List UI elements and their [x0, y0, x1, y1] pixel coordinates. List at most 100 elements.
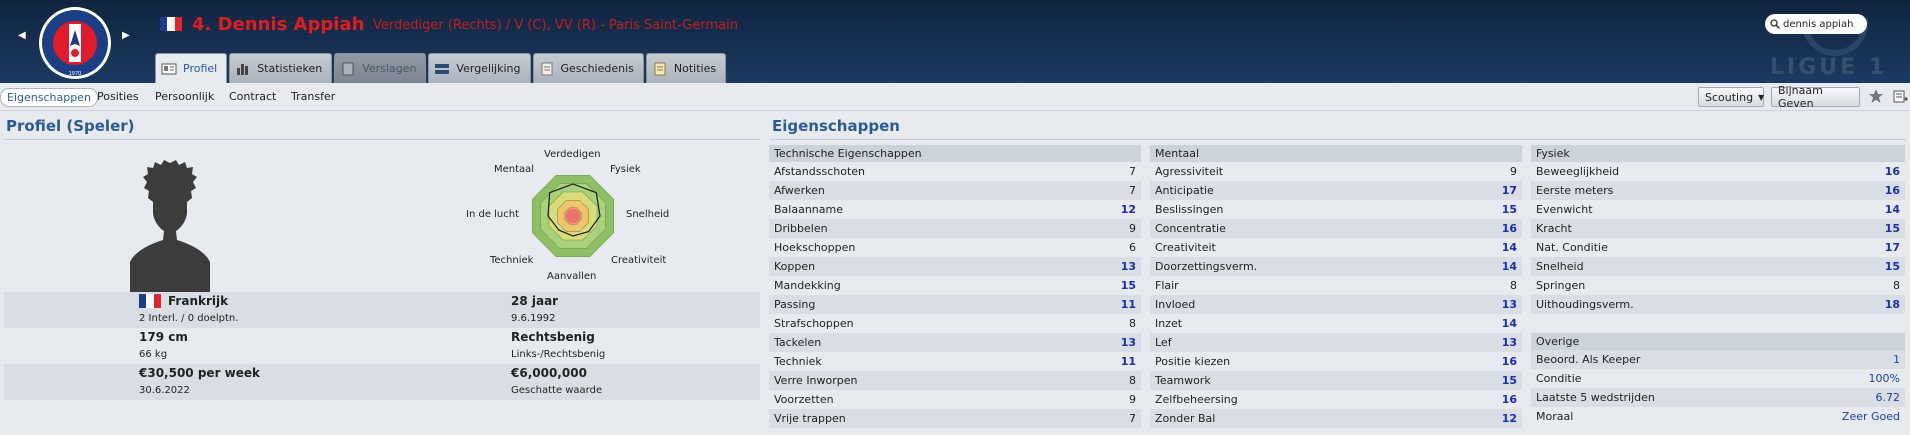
- attribute-row[interactable]: Zonder Bal 12: [1150, 409, 1522, 428]
- attribute-value: 8: [1510, 279, 1517, 292]
- attribute-row[interactable]: Kracht 15: [1531, 219, 1905, 238]
- tab-vergelijking[interactable]: Vergelijking: [428, 53, 531, 83]
- attribute-row[interactable]: Concentratie 16: [1150, 219, 1522, 238]
- attribute-row[interactable]: Tackelen 13: [769, 333, 1141, 352]
- nickname-button[interactable]: Bijnaam Geven: [1771, 84, 1860, 110]
- attribute-row[interactable]: Dribbelen 9: [769, 219, 1141, 238]
- subtab-persoonlijk[interactable]: Persoonlijk: [155, 90, 215, 103]
- attribute-row[interactable]: Afwerken 7: [769, 181, 1141, 200]
- profile-card-icon: [161, 62, 177, 76]
- star-icon[interactable]: [1868, 88, 1884, 104]
- attribute-row[interactable]: Anticipatie 17: [1150, 181, 1522, 200]
- attribute-value: 16: [1501, 393, 1517, 406]
- attribute-row[interactable]: Invloed 13: [1150, 295, 1522, 314]
- subtab-eigenschappen[interactable]: Eigenschappen: [0, 88, 98, 107]
- attribute-value: 7: [1129, 184, 1136, 197]
- attribute-row[interactable]: Springen 8: [1531, 276, 1905, 295]
- attribute-row[interactable]: Inzet 14: [1150, 314, 1522, 333]
- weight: 66 kg: [139, 349, 168, 360]
- attribute-row[interactable]: Koppen 13: [769, 257, 1141, 276]
- attribute-row[interactable]: Afstandsschoten 7: [769, 162, 1141, 181]
- attribute-value: 16: [1884, 165, 1900, 178]
- history-icon: [539, 62, 555, 76]
- back-arrow-icon[interactable]: ◀: [18, 30, 26, 41]
- attribute-name: Evenwicht: [1536, 203, 1593, 216]
- attribute-row[interactable]: Snelheid 15: [1531, 257, 1905, 276]
- tab-label: Vergelijking: [456, 62, 521, 75]
- attribute-row[interactable]: Positie kiezen 16: [1150, 352, 1522, 371]
- tab-profiel[interactable]: Profiel: [155, 53, 228, 83]
- height: 179 cm: [139, 330, 188, 344]
- attribute-value: 12: [1501, 412, 1517, 425]
- tab-notities[interactable]: Notities: [645, 53, 727, 83]
- add-note-icon[interactable]: [1893, 90, 1908, 104]
- nationality[interactable]: Frankrijk: [168, 294, 229, 308]
- column-header: Fysiek: [1531, 145, 1905, 162]
- player-position-club[interactable]: Verdediger (Rechts) / V (C), VV (R) - Pa…: [373, 18, 738, 33]
- radar-label-mentaal: Mentaal: [494, 164, 535, 175]
- subtab-posities[interactable]: Posities: [97, 90, 139, 103]
- attribute-row[interactable]: Nat. Conditie 17: [1531, 238, 1905, 257]
- forward-arrow-icon[interactable]: ▶: [122, 30, 130, 41]
- attribute-row[interactable]: Moraal Zeer Goed: [1531, 407, 1905, 426]
- attribute-row[interactable]: Techniek 11: [769, 352, 1141, 371]
- attribute-row[interactable]: Hoekschoppen 6: [769, 238, 1141, 257]
- attribute-value: 14: [1501, 317, 1517, 330]
- attribute-name: Tackelen: [774, 336, 822, 349]
- attribute-row[interactable]: Uithoudingsverm. 18: [1531, 295, 1905, 314]
- attribute-name: Snelheid: [1536, 260, 1584, 273]
- search-input[interactable]: dennis appiah: [1765, 14, 1867, 34]
- attribute-value: 13: [1501, 336, 1517, 349]
- estimated-value: €6,000,000: [511, 366, 587, 380]
- attribute-row[interactable]: Creativiteit 14: [1150, 238, 1522, 257]
- attribute-name: Conditie: [1536, 372, 1582, 385]
- attribute-row[interactable]: Voorzetten 9: [769, 390, 1141, 409]
- attribute-row[interactable]: Laatste 5 wedstrijden 6.72: [1531, 388, 1905, 407]
- tab-verslagen[interactable]: Verslagen: [334, 53, 427, 83]
- attribute-row[interactable]: Doorzettingsverm. 14: [1150, 257, 1522, 276]
- subtab-transfer[interactable]: Transfer: [291, 90, 336, 103]
- attribute-row[interactable]: Conditie 100%: [1531, 369, 1905, 388]
- attribute-row[interactable]: Evenwicht 14: [1531, 200, 1905, 219]
- tab-geschiedenis[interactable]: Geschiedenis: [532, 53, 644, 83]
- attribute-value: 8: [1129, 317, 1136, 330]
- attribute-name: Voorzetten: [774, 393, 834, 406]
- attribute-row[interactable]: Beslissingen 15: [1150, 200, 1522, 219]
- attribute-row[interactable]: Mandekking 15: [769, 276, 1141, 295]
- attribute-row[interactable]: Verre Inworpen 8: [769, 371, 1141, 390]
- radar-label-snelheid: Snelheid: [626, 209, 670, 220]
- contract-end: 30.6.2022: [139, 385, 190, 396]
- notes-icon: [652, 62, 668, 76]
- attribute-row[interactable]: Flair 8: [1150, 276, 1522, 295]
- attribute-value: 16: [1884, 184, 1900, 197]
- attribute-row[interactable]: Passing 11: [769, 295, 1141, 314]
- age: 28 jaar: [511, 294, 559, 308]
- subtab-contract[interactable]: Contract: [229, 90, 277, 103]
- attribute-value: 17: [1501, 184, 1517, 197]
- radar-label-techniek: Techniek: [490, 255, 534, 266]
- attribute-row[interactable]: Vrije trappen 7: [769, 409, 1141, 428]
- compare-icon: [434, 62, 450, 76]
- attribute-name: Springen: [1536, 279, 1586, 292]
- info-row-physique: [4, 328, 760, 364]
- tab-statistieken[interactable]: Statistieken: [229, 53, 333, 83]
- attribute-row[interactable]: Beoord. Als Keeper 1: [1531, 350, 1905, 369]
- attribute-row[interactable]: Eerste meters 16: [1531, 181, 1905, 200]
- attribute-row[interactable]: Zelfbeheersing 16: [1150, 390, 1522, 409]
- divider: [4, 139, 760, 140]
- radar-label-in-de-lucht: In de lucht: [466, 209, 520, 220]
- attribute-value: 1: [1893, 353, 1900, 366]
- technical-attributes: Technische Eigenschappen Afstandsschoten…: [769, 145, 1141, 428]
- scouting-dropdown[interactable]: Scouting ▼: [1698, 87, 1764, 107]
- radar-center: [566, 209, 580, 223]
- chevron-down-icon: ▼: [1758, 92, 1765, 102]
- attribute-row[interactable]: Agressiviteit 9: [1150, 162, 1522, 181]
- attribute-name: Techniek: [774, 355, 822, 368]
- attribute-value: 15: [1120, 279, 1136, 292]
- attribute-row[interactable]: Lef 13: [1150, 333, 1522, 352]
- attribute-row[interactable]: Beweeglijkheid 16: [1531, 162, 1905, 181]
- attribute-value: 13: [1120, 260, 1136, 273]
- attribute-row[interactable]: Balaanname 12: [769, 200, 1141, 219]
- attribute-row[interactable]: Teamwork 15: [1150, 371, 1522, 390]
- attribute-row[interactable]: Strafschoppen 8: [769, 314, 1141, 333]
